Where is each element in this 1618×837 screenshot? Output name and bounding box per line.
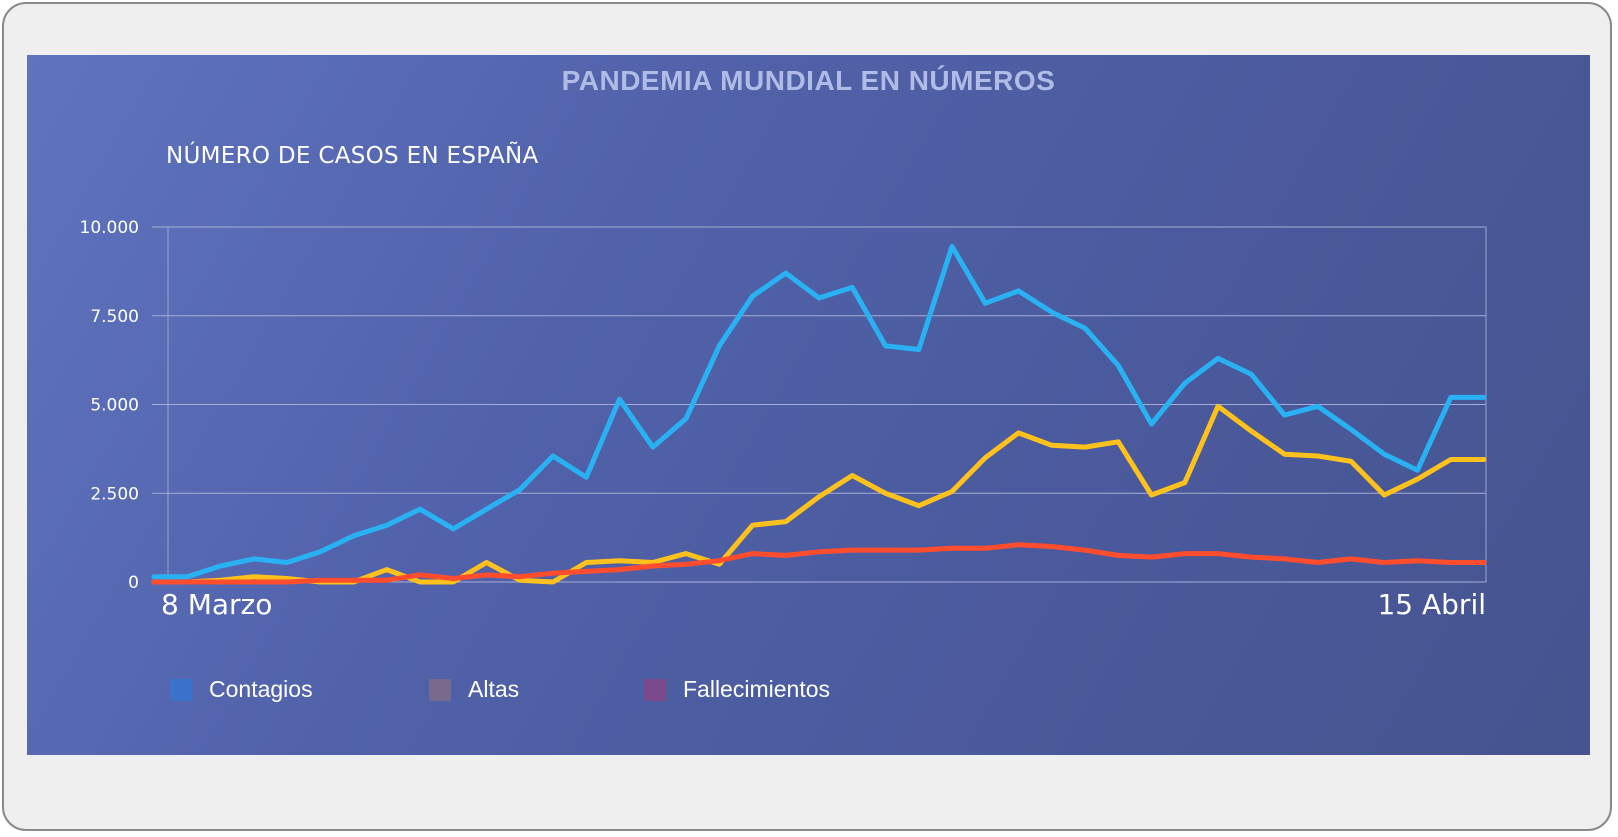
legend-swatch-fallecimientos [644, 678, 666, 701]
series-line-fallecimientos [151, 542, 1487, 585]
y-tick-label: 2.500 [90, 484, 139, 504]
chart-title: NÚMERO DE CASOS EN ESPAÑA [166, 143, 539, 169]
legend-label-fallecimientos: Fallecimientos [683, 676, 830, 702]
banner-title: PANDEMIA MUNDIAL EN NÚMEROS [561, 65, 1056, 96]
legend-item-altas: Altas [429, 676, 519, 703]
legend-item-contagios: Contagios [170, 676, 313, 703]
x-start-label: 8 Marzo [161, 588, 272, 621]
series-line-contagios [151, 244, 1487, 580]
chart-legend: Contagios Altas Fallecimientos [27, 676, 1590, 710]
legend-label-contagios: Contagios [209, 676, 313, 702]
series-line-altas [151, 403, 1487, 585]
x-end-label: 15 Abril [1377, 588, 1486, 621]
y-tick-label: 7.500 [90, 307, 139, 327]
legend-swatch-contagios [170, 678, 192, 701]
y-axis-tick-labels: 0 2.500 5.000 7.500 10.000 [80, 218, 139, 593]
chart-panel: PANDEMIA MUNDIAL EN NÚMEROS NÚMERO DE CA… [27, 55, 1590, 755]
legend-item-fallecimientos: Fallecimientos [644, 676, 830, 703]
y-tick-label: 10.000 [80, 218, 139, 238]
line-chart: 0 2.500 5.000 7.500 10.000 8 Marzo 15 Abril [80, 218, 1487, 621]
y-tick-label: 0 [128, 573, 139, 593]
series-layer [151, 244, 1487, 585]
legend-label-altas: Altas [468, 676, 520, 702]
grid-layer [152, 226, 1487, 583]
legend-swatch-altas [429, 678, 451, 701]
y-tick-label: 5.000 [90, 396, 139, 416]
